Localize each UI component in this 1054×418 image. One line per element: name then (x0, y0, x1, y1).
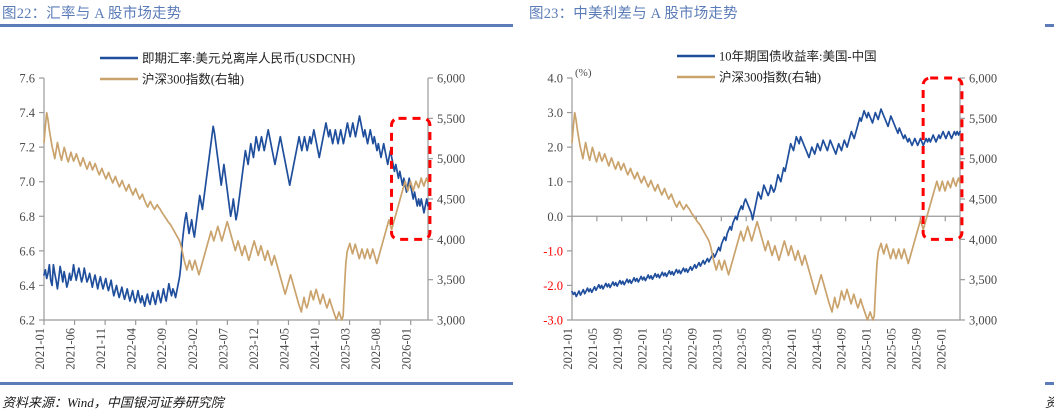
series-line (43, 111, 429, 321)
left-axis-tick-label: -3.0 (543, 314, 563, 328)
x-axis-tick-label: 2021-11 (94, 328, 108, 369)
x-axis-tick-label: 2022-09 (685, 328, 699, 370)
series-line (571, 108, 961, 298)
left-axis-tick-label: 6.6 (19, 244, 35, 258)
left-axis-ticks: 6.2 6.4 6.6 6.8 7.0 7.2 7.4 7.6 (19, 72, 44, 328)
legend-label: 沪深300指数(右轴) (719, 70, 821, 85)
x-axis-tick-label: 2021-01 (33, 328, 47, 370)
x-axis-tick-label: 2024-01 (785, 328, 799, 370)
left-axis-tick-label: 6.8 (19, 210, 35, 224)
x-axis-tick-label: 2021-09 (611, 328, 625, 370)
right-axis-ticks: 3,000 3,500 4,000 4,500 5,000 5,500 6,000 (428, 72, 465, 328)
x-axis-tick-label: 2024-10 (308, 328, 322, 370)
axis-unit-label: (%) (575, 67, 592, 79)
x-axis-tick-label: 2025-03 (339, 328, 353, 370)
x-axis-tick-label: 2023-05 (735, 328, 749, 370)
chart-23: 10年期国债收益率:美国-中国 沪深300指数(右轴) (%) -3.0 -2.0 -1.… (527, 28, 1054, 380)
x-axis-tick-label: 2021-05 (586, 328, 600, 370)
right-axis-tick-label: 4,500 (969, 193, 997, 207)
x-axis-tick-label: 2023-02 (186, 328, 200, 370)
x-axis-tick-label: 2021-06 (64, 328, 78, 370)
x-axis-tick-label: 2024-05 (277, 328, 291, 370)
right-axis-tick-label: 6,000 (969, 72, 997, 86)
left-axis-tick-label: 7.4 (19, 106, 35, 120)
legend-label: 10年期国债收益率:美国-中国 (719, 49, 877, 64)
legend-label: 沪深300指数(右轴) (142, 72, 244, 87)
left-axis-tick-label: 6.4 (19, 279, 35, 293)
footer-divider-right (1045, 382, 1054, 385)
figure-panel-23: 图23：中美利差与 A 股市场走势 10年期国债收益率:美国-中国 沪深300指数… (527, 0, 1054, 418)
right-axis-tick-label: 3,500 (437, 273, 465, 287)
left-axis-tick-label: -1.0 (543, 244, 563, 258)
source-note-22: 资料来源：Wind，中国银河证券研究院 (2, 395, 224, 410)
figure-title-22: 图22：汇率与 A 股市场走势 (2, 6, 182, 22)
x-axis-tick-label: 2025-01 (860, 328, 874, 370)
right-axis-tick-label: 3,500 (969, 273, 997, 287)
highlight-box (921, 76, 964, 241)
footer-divider-left (0, 382, 513, 385)
x-axis-tick-label: 2023-12 (247, 328, 261, 370)
right-axis-tick-label: 4,500 (437, 193, 465, 207)
left-axis-tick-label: 7.2 (19, 141, 35, 155)
right-axis-tick-label: 5,000 (969, 152, 997, 166)
x-axis-tick-label: 2023-09 (760, 328, 774, 370)
left-axis-tick-label: 2.0 (547, 141, 563, 155)
x-axis-tick-label: 2025-09 (909, 328, 923, 370)
title-divider-left (0, 24, 513, 27)
series-line (43, 115, 429, 308)
left-axis-tick-label: 0.0 (547, 210, 563, 224)
x-axis-tick-label: 2023-01 (710, 328, 724, 370)
left-axis-ticks: -3.0 -2.0 -1.0 0.0 1.0 2.0 3.0 4.0 (543, 72, 572, 328)
left-axis-tick-label: 7.6 (19, 72, 35, 86)
left-axis-tick-label: 4.0 (547, 72, 563, 86)
chart-22: 即期汇率:美元兑离岸人民币(USDCNH) 沪深300指数(右轴) 6.2 6.4 6.… (0, 28, 527, 380)
figure-title-23: 图23：中美利差与 A 股市场走势 (529, 6, 738, 22)
x-axis-tick-label: 2026-01 (400, 328, 414, 370)
right-axis-ticks: 3,000 3,500 4,000 4,500 5,000 5,500 6,000 (960, 72, 997, 328)
right-axis-tick-label: 4,000 (969, 233, 997, 247)
right-axis-tick-label: 3,000 (437, 314, 465, 328)
x-axis-tick-label: 2025-08 (369, 328, 383, 370)
x-axis-tick-label: 2022-09 (155, 328, 169, 370)
x-axis-tick-label: 2023-07 (216, 328, 230, 370)
x-axis-tick-label: 2022-04 (125, 327, 139, 369)
highlight-box (390, 116, 432, 241)
x-axis-tick-label: 2022-05 (661, 328, 675, 370)
x-axis-tick-label: 2025-05 (884, 328, 898, 370)
x-axis-tick-label: 2024-05 (810, 328, 824, 370)
chart-svg: 即期汇率:美元兑离岸人民币(USDCNH)沪深300指数(右轴)6.26.46.… (19, 51, 465, 370)
source-note-23: 资料来源：Wind，中国银河证券研究院 (1045, 392, 1054, 411)
right-axis-tick-label: 5,500 (437, 112, 465, 126)
left-axis-tick-label: 1.0 (547, 175, 563, 189)
right-axis-tick-label: 6,000 (437, 72, 465, 86)
right-axis-tick-label: 4,000 (437, 233, 465, 247)
x-axis-tick-label: 2024-09 (835, 328, 849, 370)
legend-label: 即期汇率:美元兑离岸人民币(USDCNH) (142, 51, 355, 66)
chart-legend: 即期汇率:美元兑离岸人民币(USDCNH) 沪深300指数(右轴) (100, 51, 355, 87)
title-divider-right (1045, 24, 1054, 27)
x-axis-ticks: 2021-01 2021-06 2021-11 2022-04 2022-09 2023-… (33, 320, 414, 370)
right-axis-tick-label: 5,500 (969, 112, 997, 126)
left-axis-tick-label: 7.0 (19, 175, 35, 189)
x-axis-tick-label: 2022-01 (636, 328, 650, 370)
left-axis-tick-label: 3.0 (547, 106, 563, 120)
x-axis-tick-label: 2021-01 (561, 328, 575, 370)
x-axis-tick-label: 2026-01 (934, 328, 948, 370)
figure-panel-22: 图22：汇率与 A 股市场走势 即期汇率:美元兑离岸人民币(USDCNH) 沪深3… (0, 6, 527, 410)
x-axis-ticks: 2021-01 2021-05 2021-09 2022-01 2022-05 2022-… (561, 216, 948, 370)
right-axis-tick-label: 3,000 (969, 314, 997, 328)
right-axis-tick-label: 5,000 (437, 152, 465, 166)
series-line (571, 111, 961, 321)
left-axis-tick-label: 6.2 (19, 314, 35, 328)
left-axis-tick-label: -2.0 (543, 279, 563, 293)
